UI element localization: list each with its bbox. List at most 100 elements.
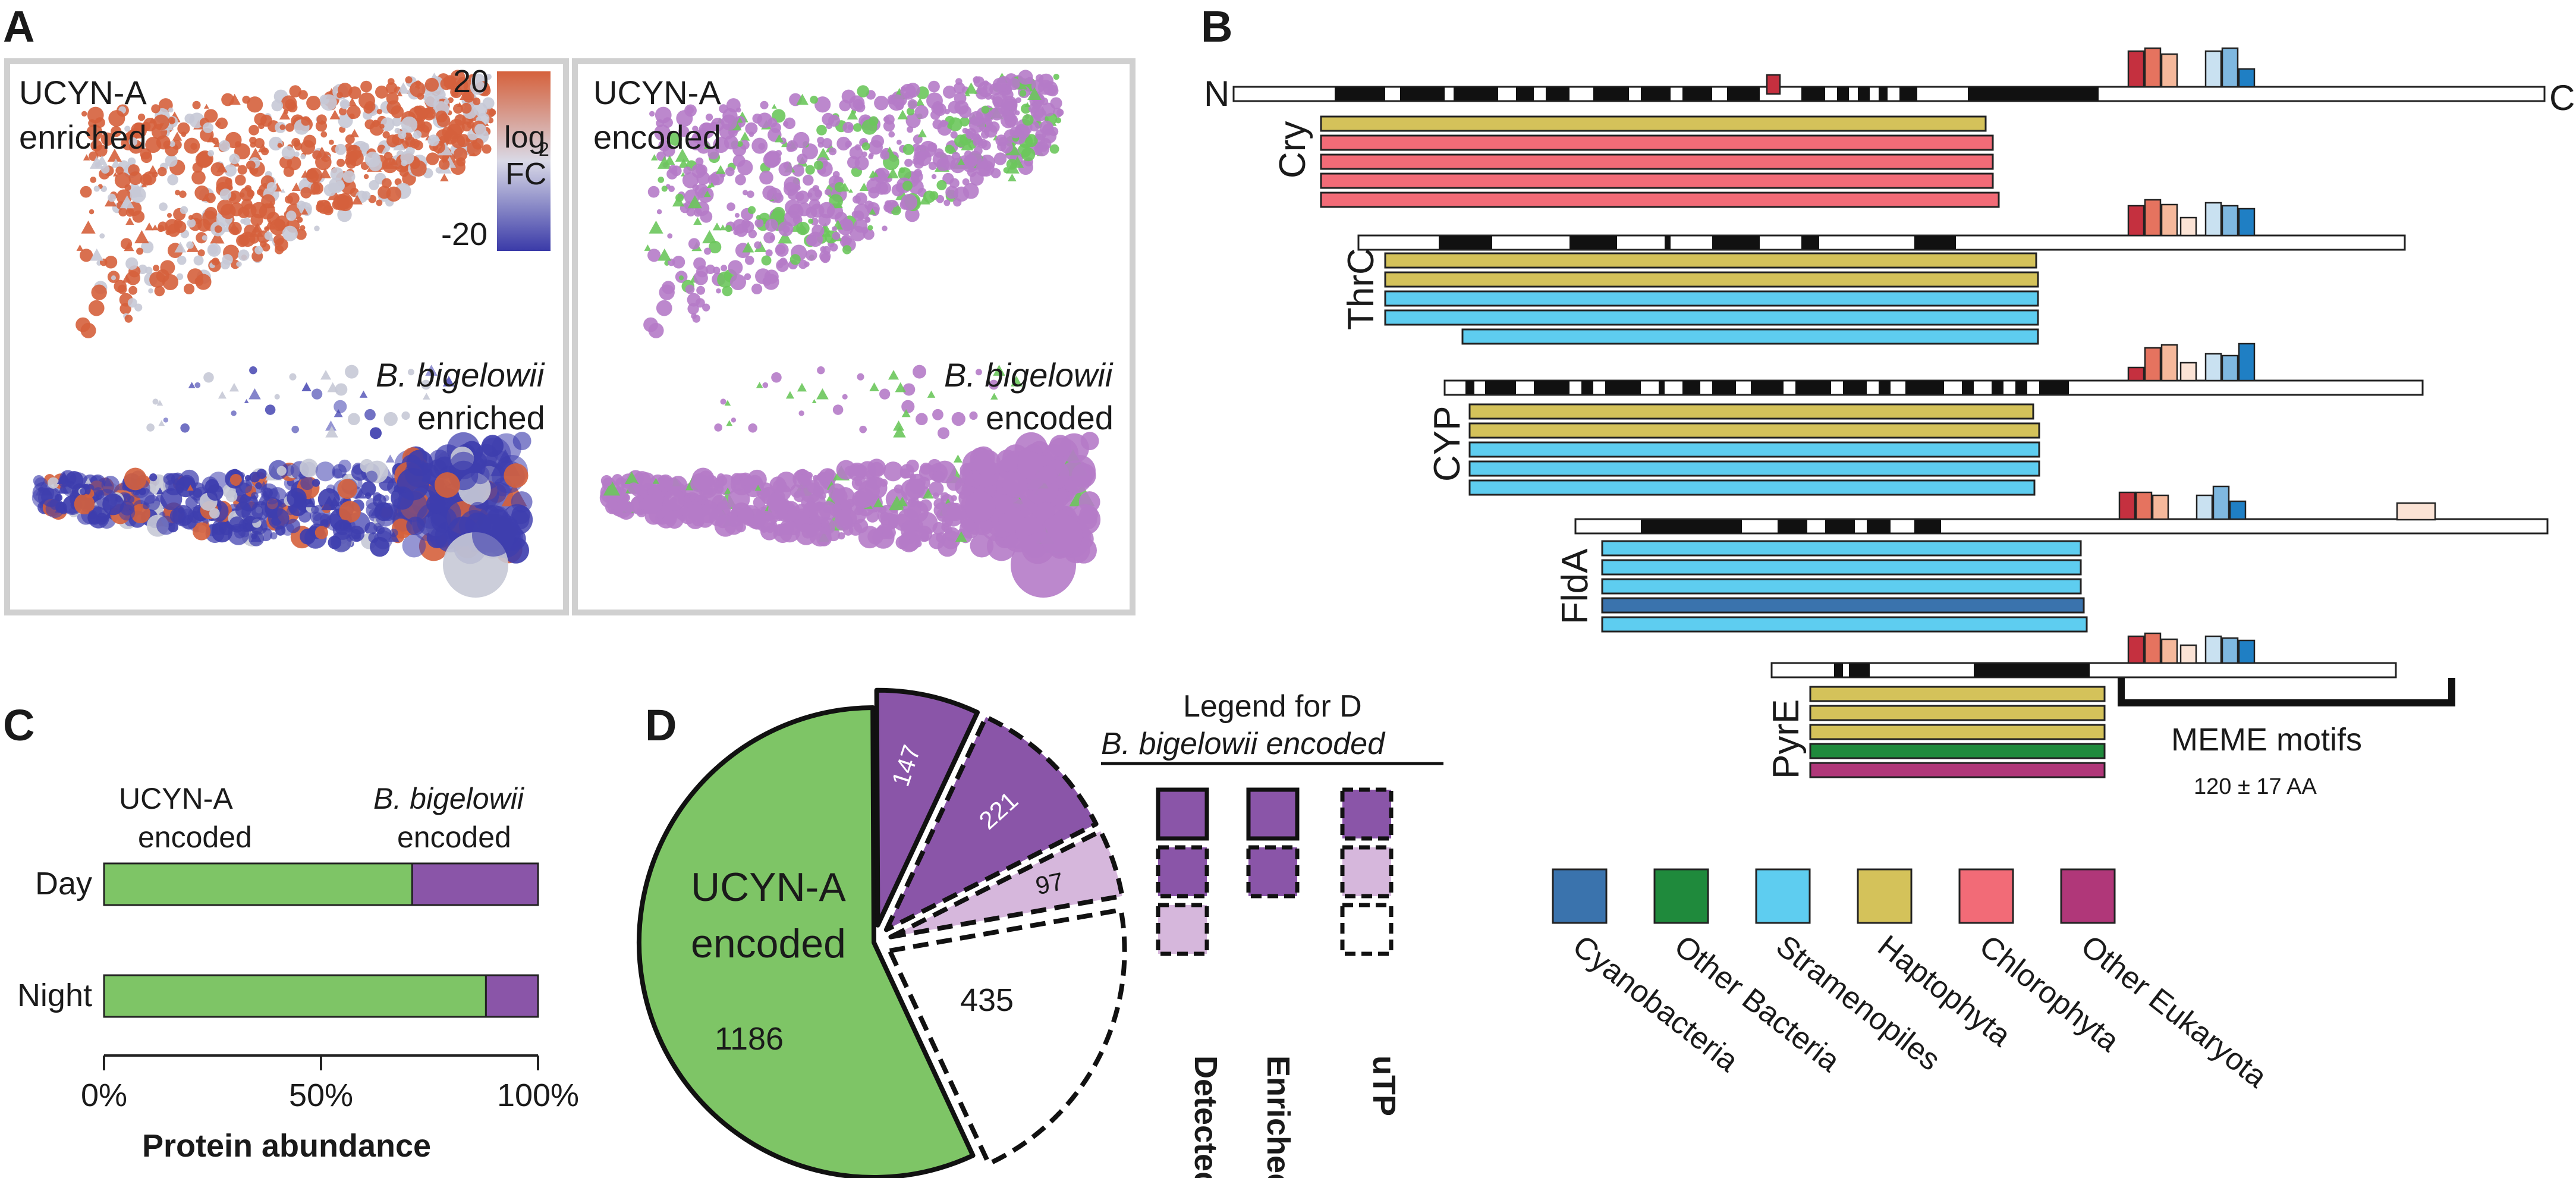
scatter-point	[760, 488, 770, 498]
scatter-point	[1028, 102, 1040, 114]
meme-motif	[2118, 491, 2136, 520]
d-legend-detected: Detected	[1188, 1056, 1223, 1178]
homolog-bar	[1384, 309, 2039, 326]
scatter-point	[732, 480, 744, 491]
scatter-point	[211, 257, 220, 266]
scatter-point	[192, 100, 201, 109]
scatter-point	[227, 523, 249, 545]
scatter-point	[192, 522, 211, 541]
c-terminus-label: C	[2549, 78, 2575, 118]
scatter-point	[249, 530, 265, 546]
scatter-point	[742, 241, 754, 253]
homolog-bar	[1468, 460, 2040, 477]
scatter-point	[990, 392, 998, 400]
scatter-point	[950, 131, 958, 139]
scatter-point	[692, 315, 701, 323]
scatter-point	[864, 200, 874, 210]
scatter-point	[93, 186, 100, 192]
scatter-point	[454, 114, 466, 126]
scatter-point	[413, 130, 422, 139]
scatter-point	[765, 218, 778, 232]
scatter-point	[912, 158, 920, 165]
scatter-point	[244, 185, 252, 192]
scatter-point	[344, 143, 353, 152]
scatter-point	[813, 160, 823, 170]
meme-motif	[2144, 47, 2162, 88]
scatter-point	[319, 168, 331, 178]
scatter-point	[239, 192, 245, 198]
scatter-point	[968, 150, 982, 165]
scatter-point	[1006, 159, 1018, 170]
scatter-point	[440, 173, 449, 182]
scatter-point	[163, 417, 169, 423]
scatter-point	[884, 114, 895, 125]
scatter-point	[359, 390, 368, 398]
scatter-point	[210, 230, 225, 244]
scatter-point	[154, 285, 165, 297]
scatter-point	[914, 105, 929, 120]
scatter-point	[256, 189, 263, 196]
reference-sequence	[1232, 86, 2546, 102]
scatter-point	[89, 156, 104, 169]
scatter-point	[372, 492, 382, 501]
scatter-point	[688, 238, 700, 250]
scatter-point	[238, 249, 250, 261]
scatter-point	[335, 143, 347, 155]
legend-swatch-chlorophyta	[1958, 868, 2014, 924]
scatter-point	[179, 190, 187, 198]
scatter-point	[964, 90, 971, 96]
scatter-point	[111, 158, 121, 168]
scatter-point	[181, 131, 187, 137]
scatter-point	[1004, 114, 1018, 127]
scatter-point	[812, 399, 817, 404]
scatter-point	[124, 315, 133, 323]
scatter-point	[81, 220, 96, 234]
protein-label: PyrE	[1766, 699, 1807, 779]
meme-motif	[2179, 362, 2197, 382]
scatter-point	[873, 169, 887, 183]
scatter-point	[364, 151, 381, 168]
scatter-point	[136, 142, 144, 150]
scatter-point	[1040, 514, 1083, 557]
scatter-point	[1042, 124, 1054, 136]
scatter-point	[667, 233, 673, 239]
scatter-point	[228, 93, 241, 105]
scatter-point	[762, 382, 769, 388]
scatter-point	[127, 298, 137, 308]
scatter-point	[203, 372, 214, 383]
scatter-point	[219, 140, 231, 152]
scatter-point	[857, 373, 864, 381]
scatter-point	[305, 498, 316, 508]
conserved-segment	[1335, 87, 1385, 100]
scatter-point	[187, 218, 196, 228]
colorbar-log: log	[504, 120, 545, 155]
scatter-point	[314, 526, 328, 539]
scatter-point	[147, 165, 158, 174]
scatter-point	[315, 461, 335, 482]
scatter-point	[806, 249, 817, 261]
scatter-point	[157, 225, 165, 233]
scatter-point	[932, 151, 949, 168]
scatter-point	[992, 77, 1007, 92]
scatter-point	[124, 125, 131, 132]
scatter-point	[128, 285, 138, 295]
scatter-point	[35, 480, 53, 496]
scatter-point	[88, 119, 96, 127]
scatter-point	[929, 191, 939, 200]
scatter-point	[306, 169, 319, 183]
meme-motif	[2204, 353, 2222, 382]
scatter-point	[868, 476, 882, 491]
conserved-segment	[1905, 381, 1944, 394]
c-x-axis-label: Protein abundance	[142, 1128, 431, 1164]
scatter-point	[444, 99, 449, 105]
conserved-segment	[1834, 664, 1843, 677]
scatter-point	[158, 167, 167, 177]
scatter-point	[347, 98, 357, 106]
scatter-point	[849, 146, 863, 160]
scatter-point	[264, 226, 269, 232]
meme-motif	[2152, 494, 2169, 520]
scatter-point	[852, 195, 861, 204]
scatter-point	[748, 131, 754, 137]
scatter-point	[301, 116, 311, 126]
scatter-point	[399, 167, 409, 177]
